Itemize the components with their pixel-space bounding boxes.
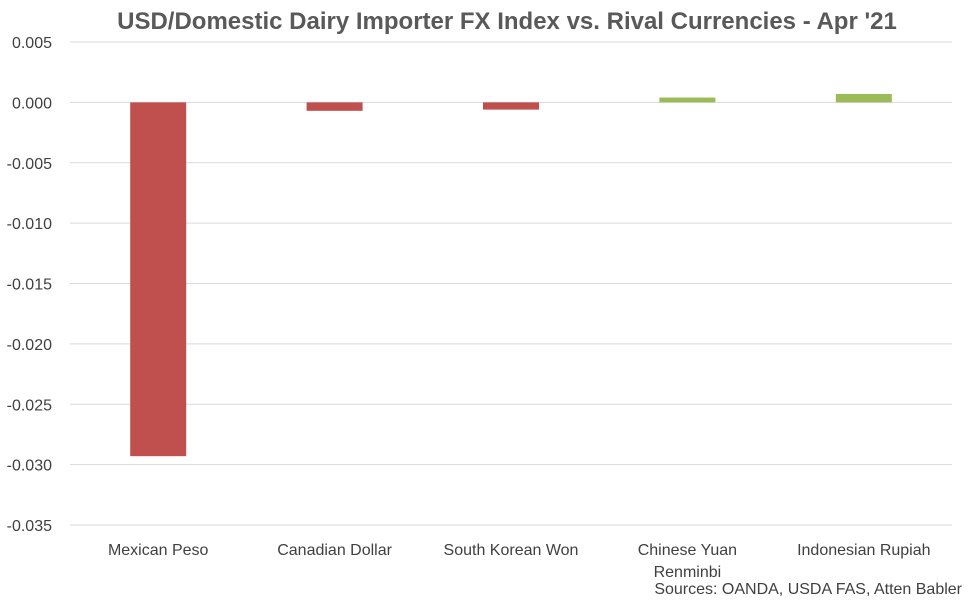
x-axis: Mexican Peso Canadian Dollar South Korean … <box>108 542 931 581</box>
y-tick-label: -0.015 <box>7 277 52 294</box>
chart-title: USD/Domestic Dairy Importer FX Index vs.… <box>117 8 897 35</box>
x-tick-label: Chinese Yuan Renminbi <box>638 542 737 581</box>
source-note: Sources: OANDA, USDA FAS, Atten Babler <box>654 581 962 598</box>
bar <box>835 93 892 103</box>
bar <box>659 97 716 103</box>
bars <box>130 93 892 457</box>
bar <box>483 102 539 110</box>
y-tick-label: -0.030 <box>7 458 52 475</box>
bar <box>306 102 363 111</box>
x-tick-label: Indonesian Rupiah <box>797 542 930 559</box>
y-tick-label: -0.025 <box>7 397 52 414</box>
y-tick-label: 0.000 <box>12 95 52 112</box>
gridlines <box>70 41 952 526</box>
x-tick-label: Mexican Peso <box>108 542 209 559</box>
y-tick-label: 0.005 <box>12 35 52 52</box>
y-axis: 0.005 0.000 -0.005 -0.010 -0.015 -0.020 -0.025… <box>7 35 52 535</box>
y-tick-label: -0.020 <box>7 337 52 354</box>
x-tick-label: Canadian Dollar <box>277 542 392 559</box>
x-tick-label: South Korean Won <box>444 542 579 559</box>
y-tick-label: -0.005 <box>7 156 52 173</box>
y-tick-label: -0.035 <box>7 518 52 535</box>
y-tick-label: -0.010 <box>7 216 52 233</box>
bar <box>130 102 187 457</box>
